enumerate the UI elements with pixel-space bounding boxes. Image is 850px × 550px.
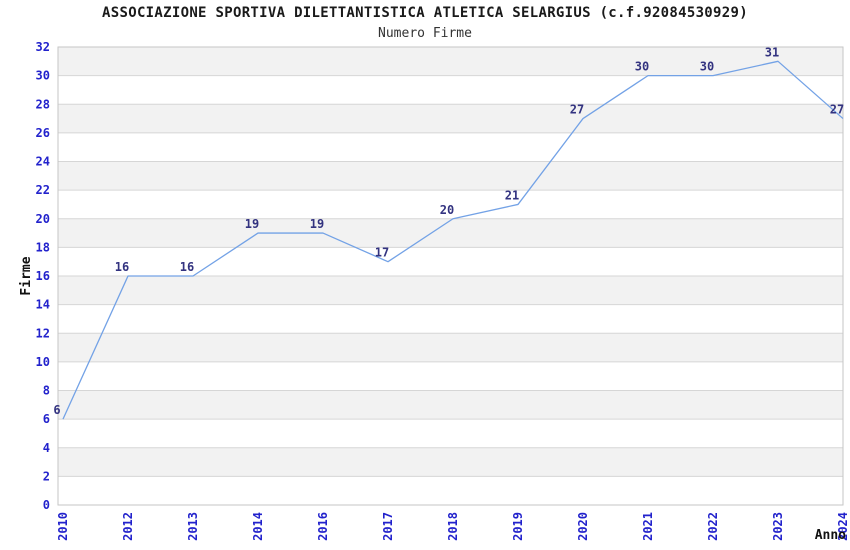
series-line [62,60,844,420]
y-tick-label: 2 [43,469,50,483]
y-tick-label: 12 [36,326,50,340]
x-tick-label: 2023 [771,512,785,541]
y-tick-label: 24 [36,155,50,169]
x-tick-label: 2019 [511,512,525,541]
data-label: 27 [830,103,844,117]
x-tick-label: 2013 [186,512,200,541]
data-label: 17 [375,246,389,260]
grid-band [58,47,843,76]
data-label: 6 [53,403,60,417]
grid-band [58,390,843,420]
data-label: 16 [115,260,129,274]
x-axis-title: Anno [815,528,846,543]
y-tick-label: 28 [36,97,50,111]
y-tick-label: 18 [36,240,50,254]
data-label: 30 [635,60,649,74]
y-tick-label: 22 [36,183,50,197]
x-tick-label: 2021 [641,512,655,541]
data-label: 31 [765,45,779,59]
x-tick-label: 2016 [316,512,330,541]
x-tick-label: 2017 [381,512,395,541]
grid-band [58,161,843,191]
grid-band [58,276,843,305]
y-axis-title: Firme [19,256,34,295]
x-tick-label: 2010 [56,512,70,541]
x-tick-label: 2012 [121,512,135,541]
y-tick-label: 0 [43,498,50,512]
y-tick-label: 30 [36,69,50,83]
chart-title: ASSOCIAZIONE SPORTIVA DILETTANTISTICA AT… [102,5,748,21]
data-label: 30 [700,60,714,74]
data-label: 19 [310,217,324,231]
data-label: 20 [440,203,454,217]
x-tick-label: 2022 [706,512,720,541]
chart-subtitle: Numero Firme [378,26,472,41]
grid-band [58,447,843,477]
x-tick-label: 2014 [251,512,265,541]
y-tick-label: 6 [43,412,50,426]
y-tick-label: 8 [43,384,50,398]
y-tick-label: 16 [36,269,50,283]
data-label: 19 [245,217,259,231]
y-tick-label: 20 [36,212,50,226]
y-tick-label: 32 [36,40,50,54]
y-tick-label: 14 [36,298,50,312]
x-tick-label: 2024 [836,512,850,541]
grid-band [58,104,843,133]
data-label: 21 [505,188,519,202]
data-label: 16 [180,260,194,274]
grid-band [58,218,843,248]
x-tick-label: 2020 [576,512,590,541]
x-tick-label: 2018 [446,512,460,541]
grid-band [58,333,843,362]
y-tick-label: 4 [43,441,50,455]
y-tick-label: 26 [36,126,50,140]
data-label: 27 [570,103,584,117]
y-tick-label: 10 [36,355,50,369]
plot-frame [57,46,844,506]
